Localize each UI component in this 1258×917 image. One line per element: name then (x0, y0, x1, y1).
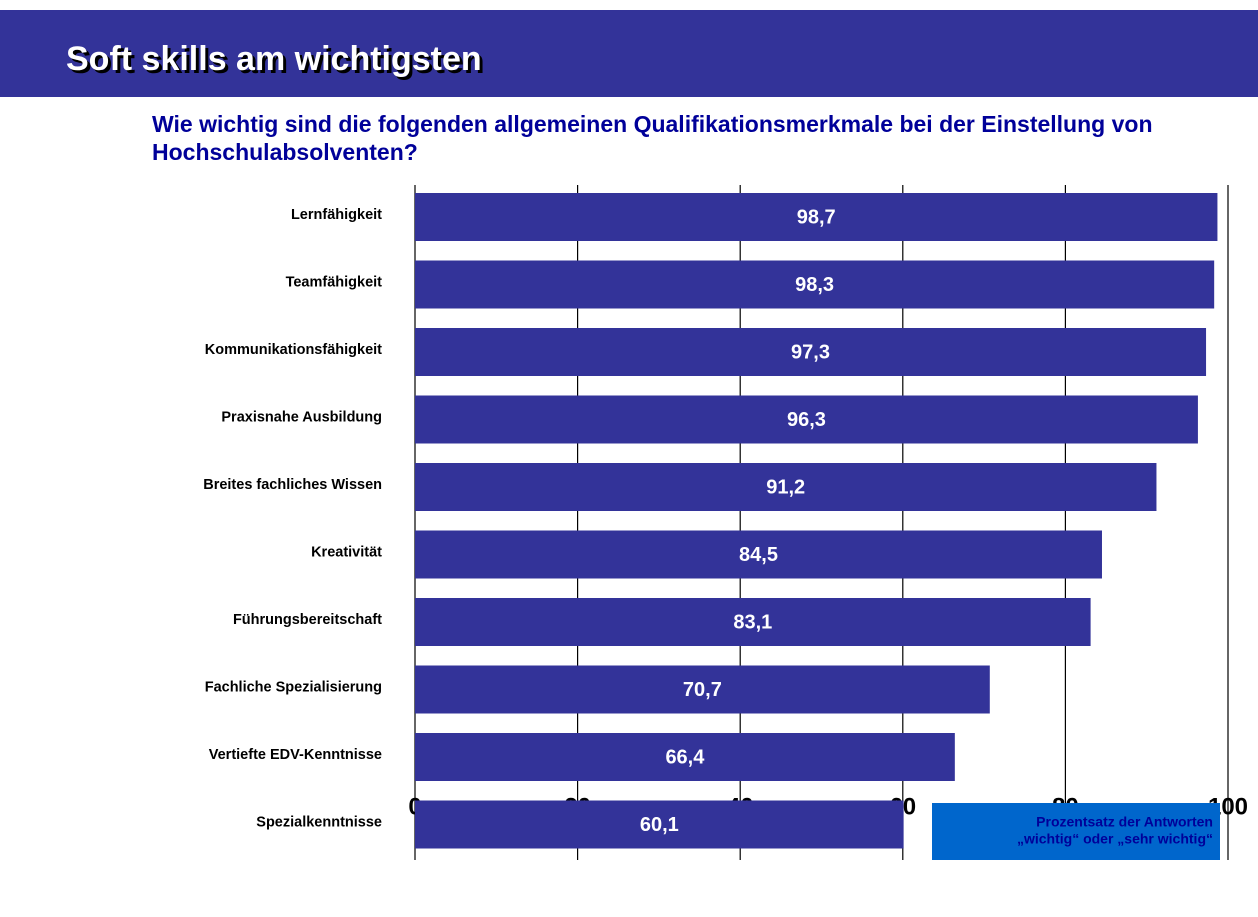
bar (415, 463, 1157, 511)
bar (415, 395, 1198, 444)
y-tick-label: Teamfähigkeit (286, 274, 383, 290)
header-band (0, 10, 1258, 97)
value-label: 98,3 (795, 274, 834, 296)
y-tick-label: Kreativität (311, 544, 382, 560)
y-tick-label: Vertiefte EDV-Kenntnisse (209, 747, 382, 763)
annotation: „wichtig“ oder „sehr wichtig“ (1017, 831, 1213, 847)
bar (415, 665, 990, 714)
y-tick-label: Kommunikationsfähigkeit (205, 342, 382, 358)
annotation: Prozentsatz der Antworten (1036, 814, 1213, 830)
bar (415, 530, 1102, 579)
bar (415, 260, 1215, 309)
value-label: 96,3 (787, 409, 826, 431)
chart-title: Soft skills am wichtigsten (66, 40, 482, 78)
value-label: 83,1 (733, 611, 772, 633)
value-label: 84,5 (739, 544, 778, 566)
value-label: 91,2 (766, 476, 805, 498)
bar (415, 733, 955, 781)
y-tick-label: Spezialkenntnisse (256, 814, 382, 830)
value-label: 97,3 (791, 341, 830, 363)
value-label: 70,7 (683, 679, 722, 701)
bar (415, 328, 1207, 376)
value-label: 60,1 (640, 814, 679, 836)
y-tick-label: Fachliche Spezialisierung (205, 679, 382, 695)
y-tick-label: Breites fachliches Wissen (203, 477, 382, 493)
chart-subtitle: Wie wichtig sind die folgenden allgemein… (152, 111, 1153, 165)
bar (415, 598, 1091, 646)
bar (415, 800, 904, 849)
y-tick-label: Lernfähigkeit (291, 207, 382, 223)
y-tick-label: Führungsbereitschaft (233, 612, 382, 628)
bar (415, 193, 1218, 241)
legend-box (932, 803, 1220, 860)
y-tick-label: Praxisnahe Ausbildung (221, 409, 382, 425)
value-label: 98,7 (797, 206, 836, 228)
value-label: 66,4 (665, 746, 705, 768)
